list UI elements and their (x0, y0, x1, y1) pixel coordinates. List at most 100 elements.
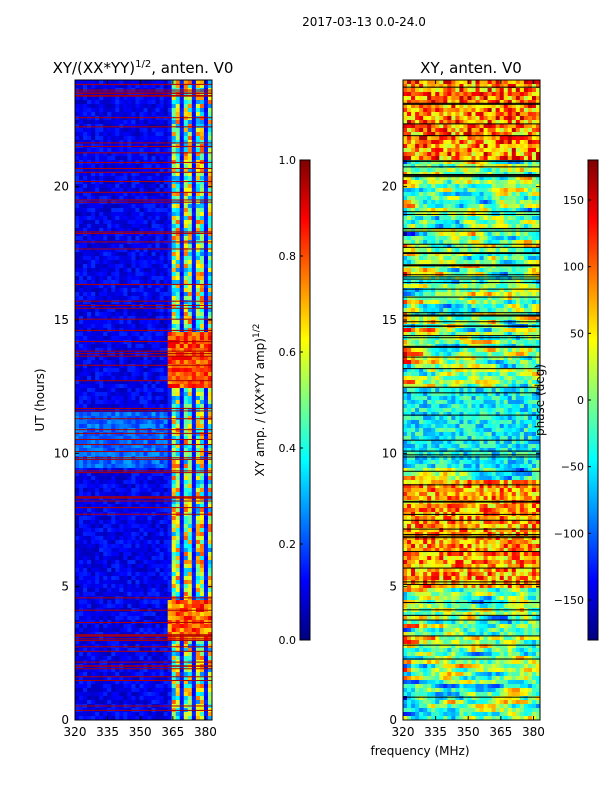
heatmap-cell (183, 264, 189, 269)
heatmap-cell (147, 308, 152, 313)
heatmap-cell (139, 296, 144, 301)
heatmap-cell (143, 296, 148, 301)
heatmap-cell (183, 564, 189, 569)
heatmap-cell (159, 256, 164, 261)
heatmap-cell (179, 280, 185, 285)
heatmap-cell (99, 300, 104, 305)
heatmap-cell (107, 128, 112, 133)
heatmap-cell (99, 404, 104, 409)
heatmap-cell (167, 196, 173, 201)
heatmap-cell (187, 640, 193, 645)
heatmap-cell (151, 560, 156, 565)
heatmap-cell (123, 120, 128, 125)
heatmap-cell (203, 504, 209, 509)
heatmap-cell (187, 432, 193, 437)
heatmap-cell (199, 516, 205, 521)
heatmap-cell (115, 96, 120, 101)
heatmap-cell (147, 168, 152, 173)
heatmap-cell (155, 132, 160, 137)
heatmap-cell (187, 396, 193, 401)
heatmap-cell (127, 356, 132, 361)
heatmap-cell (95, 532, 100, 537)
heatmap-cell (115, 192, 120, 197)
heatmap-cell (151, 104, 156, 109)
heatmap-cell (123, 368, 128, 373)
heatmap-cell (191, 648, 197, 653)
heatmap-cell (159, 108, 164, 113)
heatmap-cell (135, 584, 140, 589)
heatmap-cell (203, 372, 209, 377)
heatmap-cell (155, 252, 160, 257)
heatmap-cell (95, 588, 100, 593)
heatmap-cell (203, 552, 209, 557)
heatmap-cell (151, 580, 156, 585)
heatmap-cell (131, 636, 136, 641)
heatmap-cell (91, 268, 96, 273)
heatmap-cell (111, 304, 116, 309)
heatmap-cell (167, 212, 173, 217)
heatmap-cell (179, 452, 185, 457)
heatmap-cell (79, 416, 84, 421)
heatmap-cell (91, 588, 96, 593)
heatmap-cell (147, 352, 152, 357)
heatmap-cell (87, 304, 92, 309)
heatmap-cell (111, 460, 116, 465)
heatmap-cell (143, 528, 148, 533)
heatmap-cell (143, 80, 148, 85)
heatmap-cell (75, 628, 80, 633)
heatmap-cell (111, 312, 116, 317)
heatmap-cell (159, 100, 164, 105)
heatmap-cell (151, 364, 156, 369)
heatmap-cell (183, 636, 189, 641)
heatmap-cell (99, 280, 104, 285)
heatmap-cell (99, 616, 104, 621)
heatmap-cell (79, 408, 84, 413)
heatmap-cell (107, 548, 112, 553)
heatmap-cell (107, 336, 112, 341)
heatmap-cell (107, 288, 112, 293)
heatmap-cell (79, 304, 84, 309)
heatmap-cell (139, 432, 144, 437)
heatmap-cell (103, 164, 108, 169)
heatmap-cell (171, 492, 177, 497)
heatmap-cell (127, 576, 132, 581)
heatmap-cell (107, 588, 112, 593)
heatmap-cell (87, 288, 92, 293)
heatmap-cell (127, 196, 132, 201)
heatmap-cell (139, 176, 144, 181)
heatmap-cell (83, 112, 88, 117)
heatmap-cell (147, 588, 152, 593)
heatmap-cell (203, 148, 209, 153)
heatmap-cell (107, 656, 112, 661)
heatmap-cell (163, 304, 168, 309)
heatmap-cell (119, 104, 124, 109)
heatmap-cell (83, 524, 88, 529)
heatmap-cell (147, 616, 152, 621)
heatmap-cell (103, 460, 108, 465)
heatmap-cell (135, 84, 140, 89)
heatmap-cell (95, 236, 100, 241)
heatmap-cell (171, 388, 177, 393)
heatmap-cell (139, 448, 144, 453)
heatmap-cell (175, 232, 181, 237)
heatmap-cell (191, 260, 197, 265)
heatmap-cell (87, 572, 92, 577)
heatmap-cell (79, 348, 84, 353)
heatmap-cell (195, 372, 201, 377)
heatmap-cell (163, 644, 168, 649)
heatmap-cell (151, 264, 156, 269)
heatmap-cell (175, 92, 181, 97)
heatmap-cell (175, 224, 181, 229)
heatmap-cell (91, 92, 96, 97)
heatmap-cell (199, 408, 205, 413)
heatmap-cell (183, 288, 189, 293)
heatmap-cell (139, 384, 144, 389)
heatmap-cell (183, 296, 189, 301)
heatmap-cell (151, 436, 156, 441)
heatmap-cell (131, 624, 136, 629)
heatmap-cell (127, 500, 132, 505)
heatmap-cell (155, 336, 160, 341)
heatmap-cell (103, 324, 108, 329)
heatmap-cell (87, 84, 92, 89)
heatmap-cell (79, 212, 84, 217)
